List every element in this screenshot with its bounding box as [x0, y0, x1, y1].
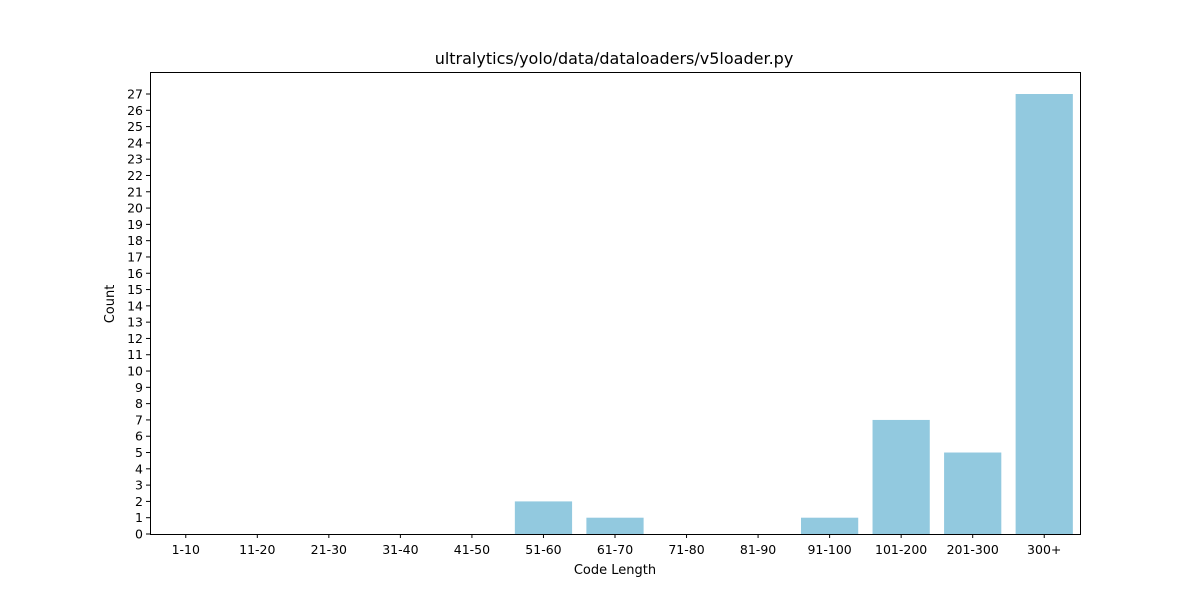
y-tick-label: 4 [135, 461, 143, 476]
bar-101-200 [872, 419, 930, 534]
y-tick-label: 25 [127, 119, 143, 134]
y-tick-label: 15 [127, 282, 143, 297]
y-tick-label: 19 [127, 217, 143, 232]
y-tick-label: 17 [127, 249, 143, 264]
bar-51-60 [514, 501, 573, 534]
plot-frame [150, 72, 1081, 535]
y-tick-label: 23 [127, 152, 143, 167]
x-tick-label: 71-80 [668, 542, 704, 557]
y-tick-label: 5 [135, 445, 143, 460]
y-tick-label: 2 [135, 494, 143, 509]
x-tick-label: 31-40 [382, 542, 418, 557]
y-tick-label: 12 [127, 331, 143, 346]
bar-91-100 [801, 517, 859, 534]
x-tick-label: 41-50 [454, 542, 490, 557]
y-tick-label: 21 [127, 184, 143, 199]
y-tick-label: 27 [127, 87, 143, 102]
chart-title: ultralytics/yolo/data/dataloaders/v5load… [435, 49, 794, 68]
y-tick-label: 7 [135, 412, 143, 427]
y-tick-label: 24 [127, 135, 143, 150]
bar-300+ [1015, 94, 1073, 534]
y-tick-label: 18 [127, 233, 143, 248]
y-tick-label: 22 [127, 168, 143, 183]
y-axis-label: Count [103, 285, 118, 324]
y-tick-label: 0 [135, 527, 143, 542]
x-tick-label: 91-100 [807, 542, 851, 557]
bar-201-300 [944, 452, 1002, 534]
y-tick-label: 9 [135, 380, 143, 395]
bars-layer [514, 94, 1073, 534]
x-axis-ticks: 1-10 11-20 21-30 31-40 41-50 51-60 61-70 71-80 8… [172, 534, 1061, 557]
y-tick-label: 3 [135, 478, 143, 493]
y-axis-ticks: 0123456789101112131415161718192021222324… [127, 87, 150, 542]
x-tick-label: 300+ [1027, 542, 1061, 557]
x-tick-label: 11-20 [239, 542, 275, 557]
y-tick-label: 6 [135, 429, 143, 444]
y-tick-label: 10 [127, 364, 143, 379]
y-tick-label: 14 [127, 298, 143, 313]
y-tick-label: 13 [127, 315, 143, 330]
y-tick-label: 26 [127, 103, 143, 118]
y-tick-label: 16 [127, 266, 143, 281]
x-tick-label: 1-10 [172, 542, 200, 557]
x-tick-label: 51-60 [525, 542, 561, 557]
bar-61-70 [586, 517, 644, 534]
x-tick-label: 81-90 [740, 542, 776, 557]
y-tick-label: 20 [127, 201, 143, 216]
x-tick-label: 21-30 [311, 542, 347, 557]
y-tick-label: 11 [127, 347, 143, 362]
x-tick-label: 61-70 [597, 542, 633, 557]
y-tick-label: 8 [135, 396, 143, 411]
x-axis-label: Code Length [574, 563, 656, 578]
x-tick-label: 201-300 [947, 542, 999, 557]
x-tick-label: 101-200 [875, 542, 927, 557]
y-tick-label: 1 [135, 510, 143, 525]
